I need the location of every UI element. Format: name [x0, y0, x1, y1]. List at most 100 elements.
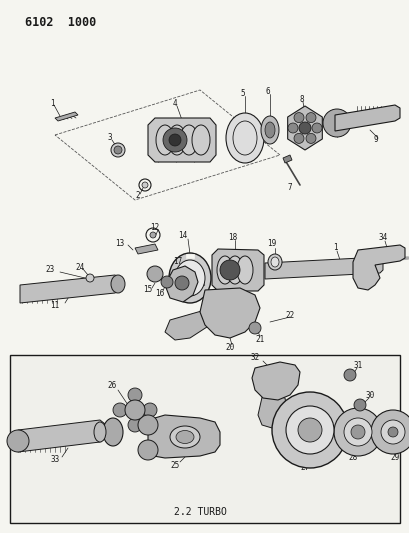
Text: 3: 3	[108, 133, 112, 142]
Circle shape	[293, 112, 303, 123]
Text: 26: 26	[107, 381, 116, 390]
Text: 5: 5	[240, 88, 245, 98]
Text: 20: 20	[225, 343, 234, 352]
Ellipse shape	[103, 418, 123, 446]
Text: 1: 1	[332, 244, 337, 253]
Ellipse shape	[191, 125, 209, 155]
Ellipse shape	[216, 256, 232, 284]
Circle shape	[138, 440, 157, 460]
Polygon shape	[135, 244, 157, 254]
Text: 9: 9	[373, 135, 378, 144]
Text: 11: 11	[50, 301, 59, 310]
Ellipse shape	[227, 256, 243, 284]
Circle shape	[143, 403, 157, 417]
Circle shape	[111, 143, 125, 157]
Circle shape	[370, 410, 409, 454]
Circle shape	[113, 403, 127, 417]
Polygon shape	[186, 254, 193, 258]
Ellipse shape	[175, 260, 204, 296]
Ellipse shape	[111, 275, 125, 293]
Text: 19: 19	[267, 239, 276, 248]
Circle shape	[380, 420, 404, 444]
Text: 2: 2	[135, 191, 140, 200]
Circle shape	[305, 133, 315, 143]
Polygon shape	[211, 249, 263, 291]
Text: 21: 21	[255, 335, 264, 344]
Circle shape	[387, 427, 397, 437]
Ellipse shape	[264, 122, 274, 138]
Text: 23: 23	[45, 265, 54, 274]
Circle shape	[147, 266, 163, 282]
Polygon shape	[164, 310, 209, 340]
Text: 8: 8	[299, 94, 303, 103]
Circle shape	[142, 182, 148, 188]
Text: 6102  1000: 6102 1000	[25, 16, 96, 29]
Text: 30: 30	[364, 391, 374, 400]
Text: 2.2 TURBO: 2.2 TURBO	[173, 507, 226, 517]
Text: 32: 32	[250, 353, 259, 362]
Circle shape	[114, 146, 122, 154]
Text: 13: 13	[115, 238, 124, 247]
Text: 31: 31	[353, 360, 362, 369]
Circle shape	[7, 430, 29, 452]
Text: 29: 29	[389, 454, 399, 463]
Polygon shape	[200, 288, 259, 338]
Polygon shape	[257, 393, 287, 428]
Text: 15: 15	[143, 286, 152, 295]
Circle shape	[322, 109, 350, 137]
Ellipse shape	[169, 253, 211, 303]
Polygon shape	[352, 245, 404, 290]
Circle shape	[138, 415, 157, 435]
Text: 16: 16	[155, 288, 164, 297]
Text: 14: 14	[178, 231, 187, 240]
Polygon shape	[282, 155, 291, 163]
Circle shape	[333, 408, 381, 456]
Circle shape	[86, 274, 94, 282]
Polygon shape	[334, 105, 399, 131]
Circle shape	[305, 112, 315, 123]
Text: 22: 22	[285, 311, 294, 319]
Circle shape	[293, 133, 303, 143]
Text: 28: 28	[348, 454, 357, 463]
Circle shape	[248, 322, 261, 334]
Circle shape	[161, 276, 173, 288]
Text: 25: 25	[170, 461, 179, 470]
Circle shape	[343, 418, 371, 446]
Circle shape	[220, 260, 239, 280]
Circle shape	[169, 134, 180, 146]
Ellipse shape	[155, 125, 173, 155]
Circle shape	[287, 123, 297, 133]
Polygon shape	[55, 112, 78, 121]
Circle shape	[311, 123, 321, 133]
Text: 4: 4	[172, 99, 177, 108]
Circle shape	[343, 369, 355, 381]
Ellipse shape	[175, 431, 193, 443]
Polygon shape	[252, 362, 299, 400]
Ellipse shape	[236, 256, 252, 284]
Text: 24: 24	[75, 262, 84, 271]
Ellipse shape	[94, 422, 106, 442]
Text: 7: 7	[287, 183, 292, 192]
Circle shape	[150, 232, 155, 238]
Bar	[10, 355, 399, 523]
Text: 17: 17	[173, 257, 182, 266]
Ellipse shape	[168, 125, 186, 155]
Circle shape	[350, 425, 364, 439]
Text: 17A: 17A	[194, 282, 205, 287]
Circle shape	[297, 418, 321, 442]
Text: 18: 18	[228, 232, 237, 241]
Text: 6: 6	[265, 86, 270, 95]
Ellipse shape	[180, 125, 198, 155]
Circle shape	[271, 392, 347, 468]
Circle shape	[128, 418, 142, 432]
Circle shape	[163, 128, 187, 152]
Polygon shape	[164, 266, 198, 302]
Circle shape	[175, 276, 189, 290]
Polygon shape	[287, 106, 321, 150]
Text: 1: 1	[49, 99, 54, 108]
Text: 33: 33	[50, 456, 59, 464]
Text: 27: 27	[300, 464, 309, 472]
Circle shape	[298, 122, 310, 134]
Ellipse shape	[270, 257, 278, 267]
Text: 34: 34	[378, 233, 387, 243]
